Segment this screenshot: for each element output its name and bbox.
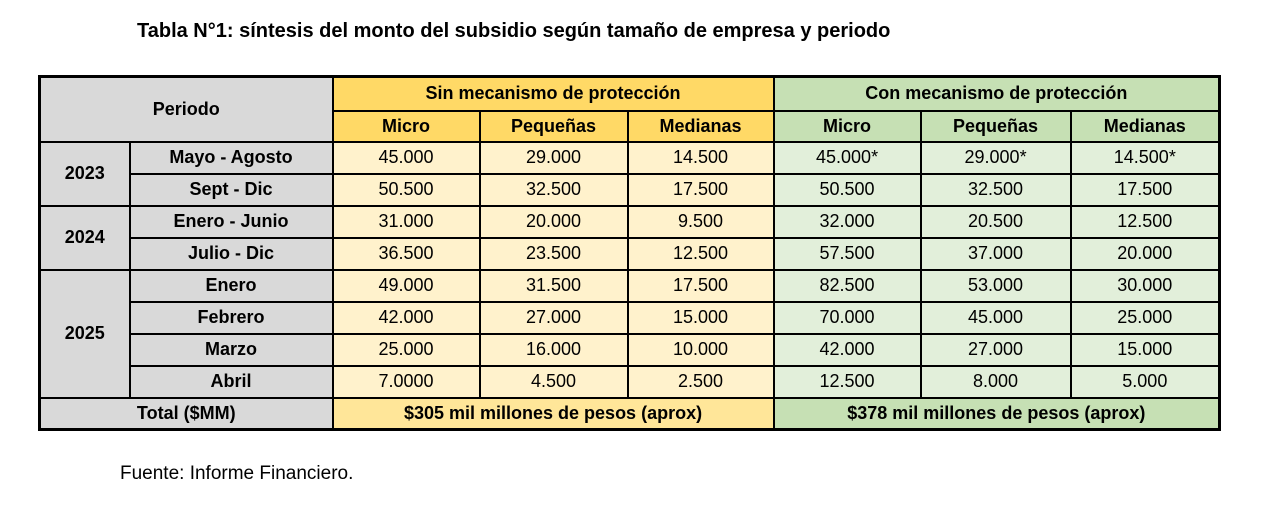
con-pequenas-header-cell: Pequeñas	[919, 109, 1072, 143]
value-cell: 4.500	[478, 364, 629, 399]
table-row: Febrero 42.000 27.000 15.000 70.000 45.0…	[40, 300, 1221, 335]
sin-mecanismo-header-cell: Sin mecanismo de protección	[331, 75, 775, 112]
value-cell: 53.000	[919, 268, 1072, 303]
table-row: Sept - Dic 50.500 32.500 17.500 50.500 3…	[40, 172, 1221, 207]
con-medianas-header-cell: Medianas	[1069, 109, 1221, 143]
year-cell-2023: 2023	[38, 140, 131, 207]
period-cell: Abril	[128, 364, 334, 399]
value-cell: 14.500	[626, 140, 775, 175]
period-cell: Febrero	[128, 300, 334, 335]
table-row: 2024 Enero - Junio 31.000 20.000 9.500 3…	[38, 204, 1221, 271]
value-cell: 20.500	[919, 204, 1072, 239]
value-cell: 36.500	[331, 236, 481, 271]
period-cell: Marzo	[128, 332, 334, 367]
sin-pequenas-header-cell: Pequeñas	[478, 109, 629, 143]
header-row-groups: Periodo Sin mecanismo de protección Con …	[38, 75, 1221, 143]
table-row: 2025 Enero 49.000 31.500 17.500 82.500 5…	[38, 268, 1221, 399]
year-cell-2024: 2024	[38, 204, 131, 271]
value-cell: 12.500	[772, 364, 922, 399]
value-cell: 10.000	[626, 332, 775, 367]
sin-medianas-header-cell: Medianas	[626, 109, 775, 143]
value-cell: 49.000	[331, 268, 481, 303]
value-cell: 7.0000	[331, 364, 481, 399]
value-cell: 17.500	[1069, 172, 1221, 207]
value-cell: 16.000	[478, 332, 629, 367]
value-cell: 25.000	[331, 332, 481, 367]
value-cell: 8.000	[919, 364, 1072, 399]
table-row: Marzo 25.000 16.000 10.000 42.000 27.000…	[40, 332, 1221, 367]
sin-total-cell: $305 mil millones de pesos (aprox)	[331, 396, 775, 431]
value-cell: 5.000	[1069, 364, 1221, 399]
value-cell: 14.500*	[1069, 140, 1221, 175]
value-cell: 57.500	[772, 236, 922, 271]
value-cell: 31.000	[331, 204, 481, 239]
value-cell: 50.500	[331, 172, 481, 207]
value-cell: 27.000	[919, 332, 1072, 367]
value-cell: 45.000	[331, 140, 481, 175]
period-cell: Mayo - Agosto	[128, 140, 334, 175]
value-cell: 42.000	[772, 332, 922, 367]
value-cell: 82.500	[772, 268, 922, 303]
value-cell: 70.000	[772, 300, 922, 335]
value-cell: 32.500	[919, 172, 1072, 207]
value-cell: 2.500	[626, 364, 775, 399]
con-total-cell: $378 mil millones de pesos (aprox)	[772, 396, 1221, 431]
value-cell: 23.500	[478, 236, 629, 271]
table-row: Julio - Dic 36.500 23.500 12.500 57.500 …	[40, 236, 1221, 271]
period-cell: Sept - Dic	[128, 172, 334, 207]
value-cell: 37.000	[919, 236, 1072, 271]
header-row-sizes: Micro Pequeñas Medianas Micro Pequeñas M…	[40, 109, 1221, 143]
value-cell: 15.000	[1069, 332, 1221, 367]
value-cell: 20.000	[478, 204, 629, 239]
year-cell-2025: 2025	[38, 268, 131, 399]
value-cell: 45.000	[919, 300, 1072, 335]
total-row: Total ($MM) $305 mil millones de pesos (…	[38, 396, 1221, 431]
value-cell: 17.500	[626, 172, 775, 207]
value-cell: 9.500	[626, 204, 775, 239]
period-cell: Enero - Junio	[128, 204, 334, 239]
value-cell: 30.000	[1069, 268, 1221, 303]
con-micro-header-cell: Micro	[772, 109, 922, 143]
value-cell: 50.500	[772, 172, 922, 207]
value-cell: 29.000*	[919, 140, 1072, 175]
value-cell: 32.000	[772, 204, 922, 239]
value-cell: 12.500	[626, 236, 775, 271]
value-cell: 25.000	[1069, 300, 1221, 335]
table-row: Abril 7.0000 4.500 2.500 12.500 8.000 5.…	[40, 364, 1221, 399]
value-cell: 12.500	[1069, 204, 1221, 239]
table-title: Tabla N°1: síntesis del monto del subsid…	[137, 20, 891, 42]
source-note: Fuente: Informe Financiero.	[120, 463, 354, 484]
total-label-cell: Total ($MM)	[38, 396, 334, 431]
value-cell: 17.500	[626, 268, 775, 303]
value-cell: 31.500	[478, 268, 629, 303]
sin-micro-header-cell: Micro	[331, 109, 481, 143]
value-cell: 27.000	[478, 300, 629, 335]
value-cell: 32.500	[478, 172, 629, 207]
value-cell: 45.000*	[772, 140, 922, 175]
period-cell: Julio - Dic	[128, 236, 334, 271]
table-row: 2023 Mayo - Agosto 45.000 29.000 14.500 …	[38, 140, 1221, 207]
period-cell: Enero	[128, 268, 334, 303]
value-cell: 15.000	[626, 300, 775, 335]
value-cell: 20.000	[1069, 236, 1221, 271]
con-mecanismo-header-cell: Con mecanismo de protección	[772, 75, 1221, 112]
subsidy-table: Periodo Sin mecanismo de protección Con …	[38, 75, 1222, 431]
value-cell: 29.000	[478, 140, 629, 175]
periodo-header-cell: Periodo	[38, 75, 334, 143]
value-cell: 42.000	[331, 300, 481, 335]
